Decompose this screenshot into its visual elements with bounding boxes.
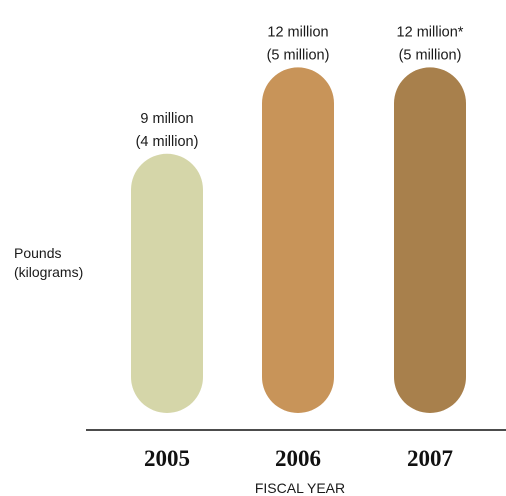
category-labels-group: 2005 2006 2007 [144,446,453,471]
category-label-2005: 2005 [144,446,190,471]
data-label-secondary-2006: (5 million) [267,47,330,63]
x-axis-label: FISCAL YEAR [255,480,345,496]
data-label-primary-2007: 12 million* [397,24,464,40]
data-label-primary-2006: 12 million [267,24,328,40]
bar-2005 [131,153,203,414]
category-label-2007: 2007 [407,446,453,471]
data-label-secondary-2005: (4 million) [136,134,199,150]
bar-2007 [394,67,466,414]
category-label-2006: 2006 [275,446,321,471]
bar-2006 [262,67,334,414]
y-axis-label-line-1: Pounds [14,245,61,261]
data-label-primary-2005: 9 million [140,111,193,127]
data-label-secondary-2007: (5 million) [399,47,462,63]
y-axis-label-line-2: (kilograms) [14,264,83,280]
bars-group: 9 million (4 million) 12 million (5 million… [131,24,466,414]
